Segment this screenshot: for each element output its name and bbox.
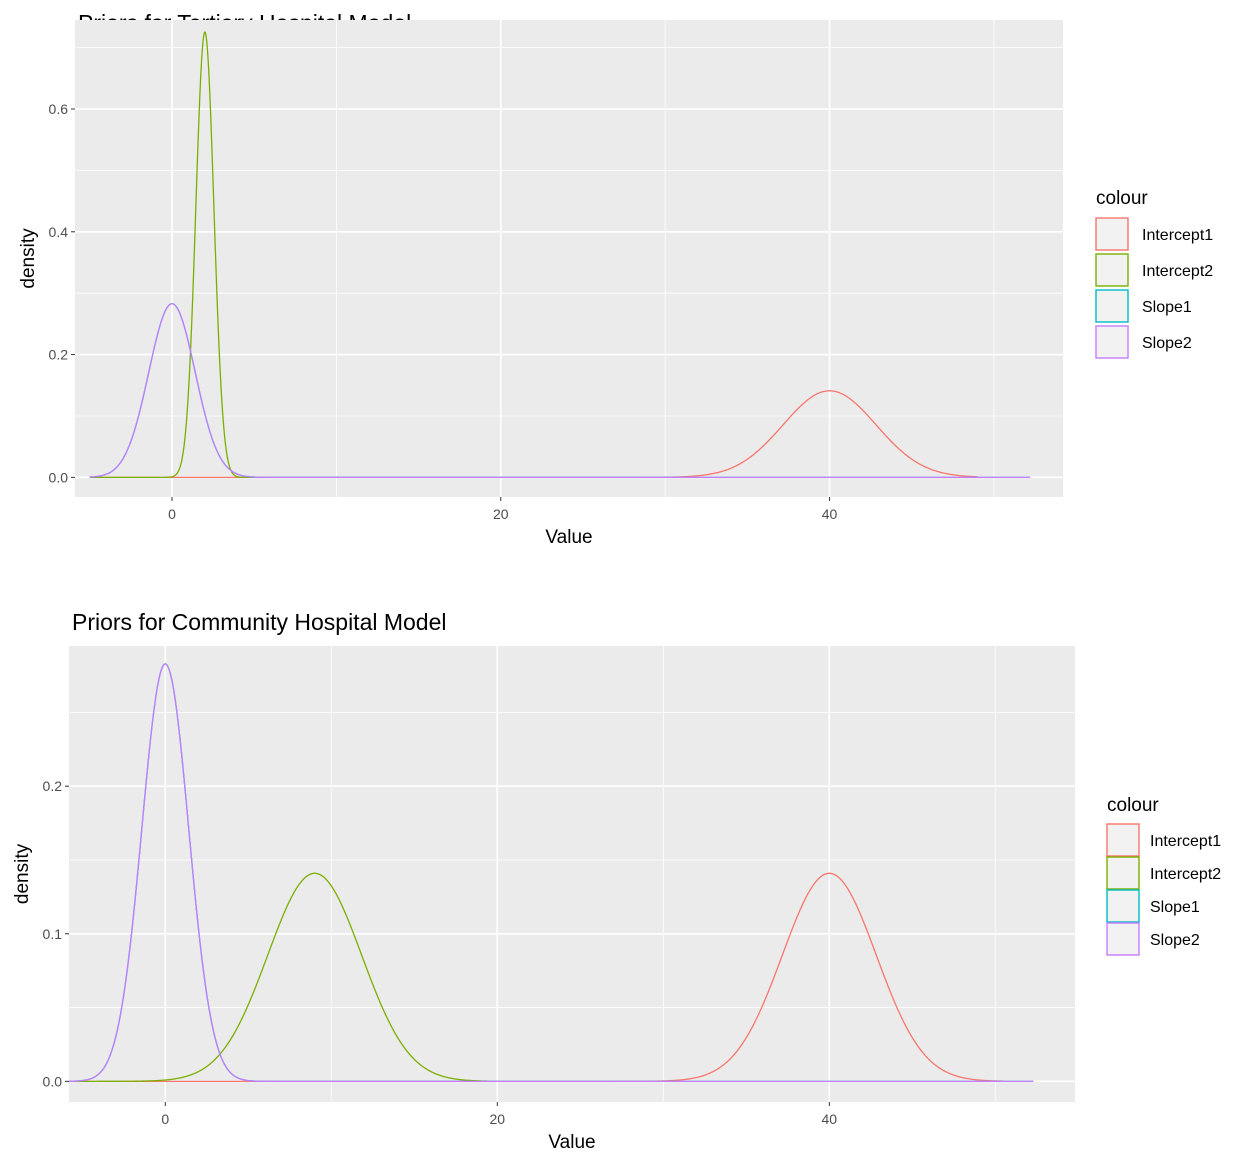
- x-tick-label: 20: [490, 1111, 506, 1127]
- x-tick-label: 40: [822, 1111, 838, 1127]
- legend-label: Slope2: [1150, 932, 1200, 949]
- y-tick-label: 0.6: [49, 101, 69, 117]
- y-tick-label: 0.0: [49, 469, 69, 485]
- legend-key-slope1: [1106, 889, 1140, 923]
- x-tick-label: 20: [493, 506, 509, 522]
- series-line-slope2: [89, 303, 1031, 479]
- legend-key-intercept1: [1106, 823, 1140, 857]
- legend-key-intercept1: [1095, 217, 1129, 251]
- y-tick-label: 0.1: [43, 926, 63, 942]
- chart-tertiary: Priors for Tertiary Hospital Model020400…: [18, 10, 1213, 548]
- legend-label: Slope1: [1142, 299, 1192, 316]
- legend-label: Intercept1: [1150, 833, 1221, 850]
- plot-panel: [69, 646, 1075, 1102]
- legend-label: Intercept2: [1150, 866, 1221, 883]
- chart-title: Priors for Community Hospital Model: [72, 609, 447, 635]
- legend-title: colour: [1107, 795, 1159, 816]
- series-line-intercept2: [69, 872, 490, 1082]
- legend-key-slope2: [1095, 325, 1129, 359]
- legend-label: Intercept1: [1142, 227, 1213, 244]
- legend-title: colour: [1096, 188, 1148, 209]
- legend-label: Slope1: [1150, 899, 1200, 916]
- x-tick-label: 0: [161, 1111, 169, 1127]
- x-tick-label: 40: [822, 506, 838, 522]
- legend-label: Intercept2: [1142, 263, 1213, 280]
- legend-key-intercept2: [1106, 856, 1140, 890]
- y-tick-label: 0.2: [43, 778, 63, 794]
- x-tick-label: 0: [168, 506, 176, 522]
- legend-key-intercept2: [1095, 253, 1129, 287]
- x-axis-title: Value: [548, 1132, 595, 1153]
- x-axis-title: Value: [545, 527, 592, 548]
- y-axis-title: density: [12, 843, 33, 904]
- chart-community: Priors for Community Hospital Model 0 20 40…: [12, 609, 1221, 1153]
- y-tick-label: 0.2: [49, 347, 69, 363]
- plot-panel: [75, 20, 1063, 497]
- legend-label: Slope2: [1142, 335, 1192, 352]
- legend-key-slope2: [1106, 922, 1140, 956]
- y-tick-label: 0.4: [49, 224, 69, 240]
- series-line-slope2: [68, 663, 1034, 1082]
- y-axis-title: density: [18, 228, 39, 289]
- y-tick-label: 0.0: [43, 1073, 63, 1089]
- legend-key-slope1: [1095, 289, 1129, 323]
- series-line-intercept2: [89, 31, 258, 479]
